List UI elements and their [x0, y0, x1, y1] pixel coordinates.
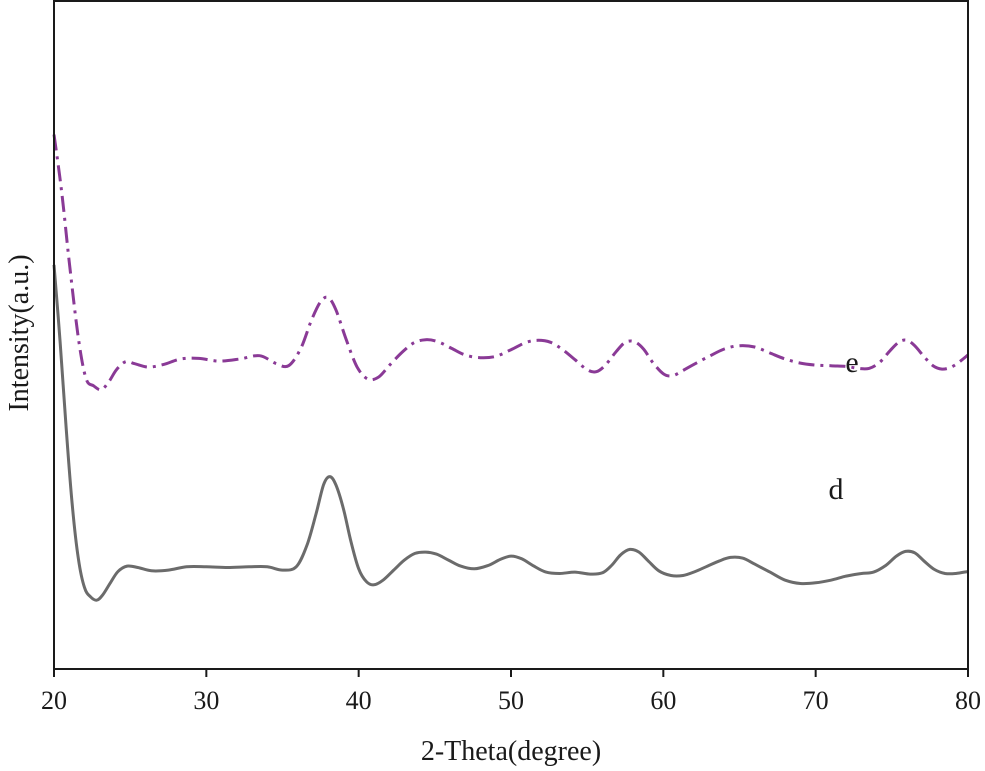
- series-label-d: d: [829, 473, 844, 506]
- x-axis-label: 2-Theta(degree): [421, 736, 601, 767]
- x-tick-label: 30: [193, 686, 219, 715]
- y-axis-label: Intensity(a.u.): [4, 254, 35, 411]
- plot-frame: [53, 0, 969, 670]
- x-tick-label: 50: [498, 686, 524, 715]
- x-tick-label: 70: [803, 686, 829, 715]
- x-axis-ticks: 20 30 40 50 60 70 80: [41, 669, 981, 715]
- x-tick-label: 20: [41, 686, 67, 715]
- series-line-d: [52, 264, 969, 602]
- x-tick-label: 60: [650, 686, 676, 715]
- plot-area: [52, 134, 969, 602]
- series-line-e: [52, 134, 969, 392]
- series-label-e: e: [845, 346, 858, 379]
- x-tick-label: 40: [346, 686, 372, 715]
- x-tick-label: 80: [955, 686, 981, 715]
